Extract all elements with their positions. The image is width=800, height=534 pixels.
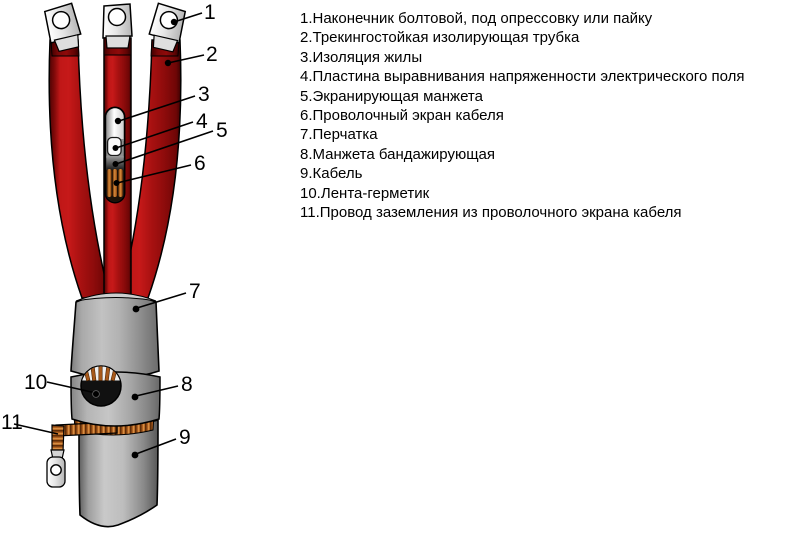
glove	[70, 292, 160, 379]
legend-item-9: 9.Кабель	[300, 165, 363, 183]
legend-item-8: 8.Манжета бандажирующая	[300, 145, 495, 163]
core-insulation	[106, 108, 124, 141]
legend-item-2: 2.Трекингостойкая изолирующая трубка	[300, 29, 580, 47]
callout-1: 1	[204, 1, 216, 24]
callout-9: 9	[179, 426, 191, 449]
glove-rim	[75, 292, 157, 302]
callout-11: 11	[1, 411, 23, 434]
wire-screen-strand	[107, 169, 112, 197]
lug-right	[148, 2, 187, 53]
cable	[78, 418, 159, 528]
legend-item-6: 6.Проволочный экран кабеля	[300, 106, 504, 124]
lug-middle	[102, 3, 133, 49]
banding-cuff	[70, 365, 161, 427]
core-left	[48, 39, 111, 299]
legend-item-1: 1.Наконечник болтовой, под опрессовку ил…	[300, 10, 653, 27]
legend-item-11: 11.Провод заземления из проволочного экр…	[300, 203, 682, 221]
lug-left-hole	[51, 10, 71, 30]
termination-diagram: 1 2 3 4 5 6 7 8 9 10 11	[0, 0, 290, 529]
braid-lug-hole	[50, 464, 62, 476]
legend-list: 1.Наконечник болтовой, под опрессовку ил…	[300, 9, 795, 222]
lug-left	[43, 2, 82, 53]
callout-10: 10	[24, 371, 47, 394]
legend-item-7: 7.Перчатка	[300, 126, 378, 144]
callout-3: 3	[198, 83, 210, 106]
callout-8: 8	[181, 373, 193, 396]
legend-item-10: 10.Лента-герметик	[300, 184, 430, 202]
callout-6: 6	[194, 152, 206, 175]
leader-dots	[92, 18, 178, 459]
callout-4: 4	[196, 110, 208, 133]
earthing-braid	[46, 421, 118, 488]
callout-2: 2	[206, 43, 218, 66]
legend-item-3: 3.Изоляция жилы	[300, 48, 423, 66]
legend-item-4: 4.Пластина выравнивания напряженности эл…	[300, 68, 745, 86]
lug-middle-hole	[107, 7, 127, 27]
callout-7: 7	[189, 280, 201, 303]
braid-bend	[51, 424, 65, 453]
wire-screen-strand	[118, 169, 123, 197]
legend-item-5: 5.Экранирующая манжета	[300, 87, 483, 105]
callout-numbers: 1 2 3 4 5 6 7 8 9 10 11	[1, 1, 228, 449]
callout-5: 5	[216, 119, 228, 142]
termination-diagram-svg: 1 2 3 4 5 6 7 8 9 10 11	[1, 1, 228, 528]
leader-lines	[13, 12, 214, 455]
